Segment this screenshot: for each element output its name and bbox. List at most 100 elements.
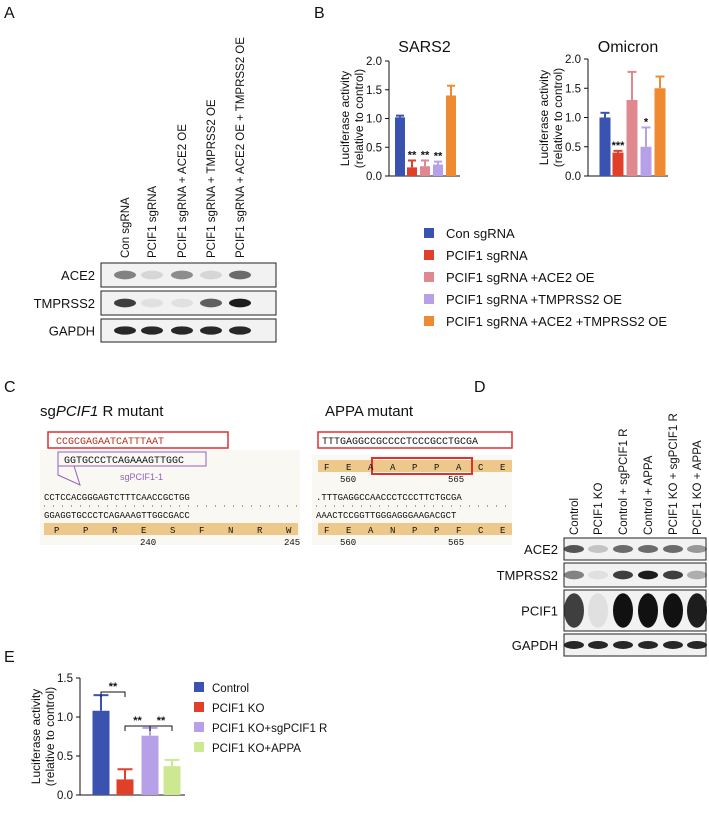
blot-band bbox=[564, 545, 584, 553]
bar bbox=[433, 164, 443, 176]
panel-label: E bbox=[4, 649, 15, 666]
row-label: GAPDH bbox=[512, 638, 558, 653]
amino-acid: N bbox=[390, 526, 395, 536]
blot-band bbox=[588, 570, 608, 580]
position: 565 bbox=[448, 538, 464, 548]
amino-acid: E bbox=[500, 463, 505, 473]
amino-acid: A bbox=[368, 463, 374, 473]
significance-label: ** bbox=[434, 151, 443, 163]
sequence: AAACTCCGGTTGGGAGGGAAGACGCT bbox=[316, 511, 457, 521]
y-tick-label: 1.5 bbox=[366, 85, 382, 97]
blot-band bbox=[229, 270, 251, 280]
bar bbox=[654, 88, 666, 176]
y-tick-label: 0.0 bbox=[57, 790, 73, 802]
blot-band bbox=[141, 298, 163, 308]
blot-band bbox=[564, 593, 584, 628]
lane-label: PCIF1 sgRNA + ACE2 OE + TMPRSS2 OE bbox=[235, 37, 247, 258]
legend-label: PCIF1 sgRNA +TMPRSS2 OE bbox=[446, 292, 622, 307]
legend-label: Con sgRNA bbox=[446, 226, 515, 241]
amino-acid: P bbox=[83, 526, 88, 536]
legend-label: PCIF1 sgRNA bbox=[446, 248, 528, 263]
comparison-bracket bbox=[149, 725, 173, 731]
bar bbox=[163, 766, 181, 795]
bar bbox=[141, 735, 159, 795]
blot-frame bbox=[563, 589, 707, 632]
significance-label: ** bbox=[408, 149, 417, 161]
blot-band bbox=[638, 545, 658, 553]
y-tick-label: 2.0 bbox=[565, 54, 581, 66]
aa-ribbon bbox=[318, 523, 512, 535]
amino-acid: A bbox=[390, 463, 396, 473]
bar bbox=[395, 117, 405, 176]
bar bbox=[612, 152, 624, 176]
blot-band bbox=[564, 641, 584, 649]
lane-label: Control bbox=[569, 498, 581, 535]
title-part: PCIF1 bbox=[56, 403, 99, 420]
legend-swatch bbox=[424, 316, 434, 326]
sequence: CCGCGAGAATCATTTAAT bbox=[56, 437, 164, 448]
lane-label: PCIF1 sgRNA + ACE2 OE bbox=[177, 124, 189, 258]
comparison-label: ** bbox=[133, 715, 142, 727]
y-tick-label: 1.5 bbox=[565, 83, 581, 95]
position: 240 bbox=[140, 538, 156, 548]
row-label: GAPDH bbox=[49, 324, 95, 339]
legend-label: PCIF1 KO bbox=[212, 703, 264, 715]
blot-band bbox=[687, 570, 707, 580]
comparison-bracket bbox=[100, 691, 126, 697]
panel-label: B bbox=[314, 5, 325, 22]
bar bbox=[407, 167, 417, 176]
aa-ribbon bbox=[44, 523, 298, 535]
position: 565 bbox=[448, 475, 464, 485]
y-tick-label: 0.5 bbox=[57, 751, 73, 763]
amino-acid: E bbox=[346, 526, 351, 536]
highlight-box bbox=[317, 431, 513, 449]
legend-swatch bbox=[194, 742, 204, 752]
blot-band bbox=[687, 545, 707, 553]
blot-band bbox=[588, 641, 608, 649]
sequence-title: sgPCIF1 R mutant bbox=[40, 403, 164, 420]
blot-band bbox=[687, 641, 707, 649]
amino-acid: P bbox=[434, 463, 439, 473]
aa-ribbon bbox=[318, 460, 512, 472]
panel-label: C bbox=[4, 379, 16, 396]
title-part: R mutant bbox=[98, 403, 164, 420]
sequence: CCTCCACGGGAGTCTTTCAACCGCTGG bbox=[44, 493, 190, 503]
lane-label: Control + sgPCIF1 R bbox=[618, 429, 630, 535]
blot-band bbox=[613, 641, 633, 649]
amino-acid: A bbox=[368, 526, 374, 536]
blot-band bbox=[564, 570, 584, 580]
position: 560 bbox=[340, 538, 356, 548]
significance-label: * bbox=[644, 116, 649, 128]
amino-acid: P bbox=[434, 526, 439, 536]
row-label: ACE2 bbox=[524, 542, 558, 557]
chart-title: Omicron bbox=[598, 39, 658, 56]
blot-band bbox=[613, 545, 633, 553]
blot-band bbox=[638, 593, 658, 628]
blot-band bbox=[200, 270, 222, 280]
legend-swatch bbox=[194, 702, 204, 712]
chart-title: SARS2 bbox=[398, 39, 451, 56]
y-tick-label: 0.5 bbox=[366, 142, 382, 154]
comparison-label: ** bbox=[109, 681, 118, 693]
blot-band bbox=[687, 593, 707, 628]
y-axis-label: (relative to control) bbox=[43, 687, 57, 786]
row-label: TMPRSS2 bbox=[497, 568, 558, 583]
lane-label: PCIF1 KO + APPA bbox=[692, 440, 704, 535]
sequence-title: APPA mutant bbox=[325, 403, 414, 420]
amino-acid: S bbox=[170, 526, 175, 536]
blot-band bbox=[588, 593, 608, 628]
bar bbox=[599, 117, 611, 176]
y-axis-label: Luciferase activity bbox=[29, 689, 43, 784]
blot-band bbox=[588, 545, 608, 553]
title-part: sg bbox=[40, 403, 56, 420]
y-tick-label: 1.0 bbox=[366, 114, 382, 126]
lane-label: Control + APPA bbox=[643, 455, 655, 535]
bar bbox=[116, 779, 134, 795]
y-tick-label: 2.0 bbox=[366, 56, 382, 68]
legend-swatch bbox=[424, 228, 434, 238]
bar bbox=[92, 710, 110, 795]
amino-acid: P bbox=[412, 463, 417, 473]
legend-label: PCIF1 KO+sgPCIF1 R bbox=[212, 723, 327, 735]
legend-swatch bbox=[424, 272, 434, 282]
